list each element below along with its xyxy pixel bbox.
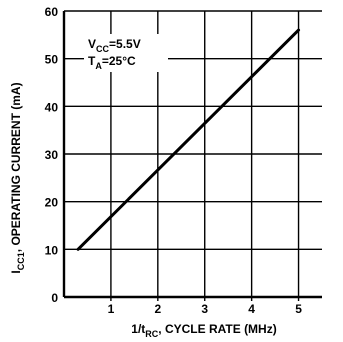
x-tick-label: 2 — [154, 302, 161, 316]
annotation-background — [84, 34, 168, 72]
axes — [62, 11, 322, 301]
annotation-vcc: VCC=5.5V — [88, 37, 141, 54]
y-tick-label: 20 — [45, 196, 59, 210]
tick-labels: 0 10 20 30 40 50 60 1 2 3 4 5 — [45, 5, 303, 316]
y-tick-label: 40 — [45, 100, 59, 114]
annotation-ta: TA=25°C — [88, 54, 136, 71]
y-tick-label: 0 — [51, 291, 58, 305]
y-axis-label: ICC1, OPERATING CURRENT (mA) — [9, 82, 26, 273]
y-tick-label: 60 — [45, 5, 59, 19]
y-tick-label: 50 — [45, 53, 59, 67]
x-tick-label: 5 — [295, 302, 302, 316]
x-tick-label: 4 — [248, 302, 255, 316]
series-line — [76, 28, 301, 251]
series — [76, 28, 301, 251]
x-tick-label: 1 — [108, 302, 115, 316]
y-tick-label: 10 — [45, 243, 59, 257]
x-tick-label: 3 — [201, 302, 208, 316]
x-axis-label: 1/tRC, CYCLE RATE (MHz) — [131, 322, 276, 339]
y-tick-label: 30 — [45, 148, 59, 162]
